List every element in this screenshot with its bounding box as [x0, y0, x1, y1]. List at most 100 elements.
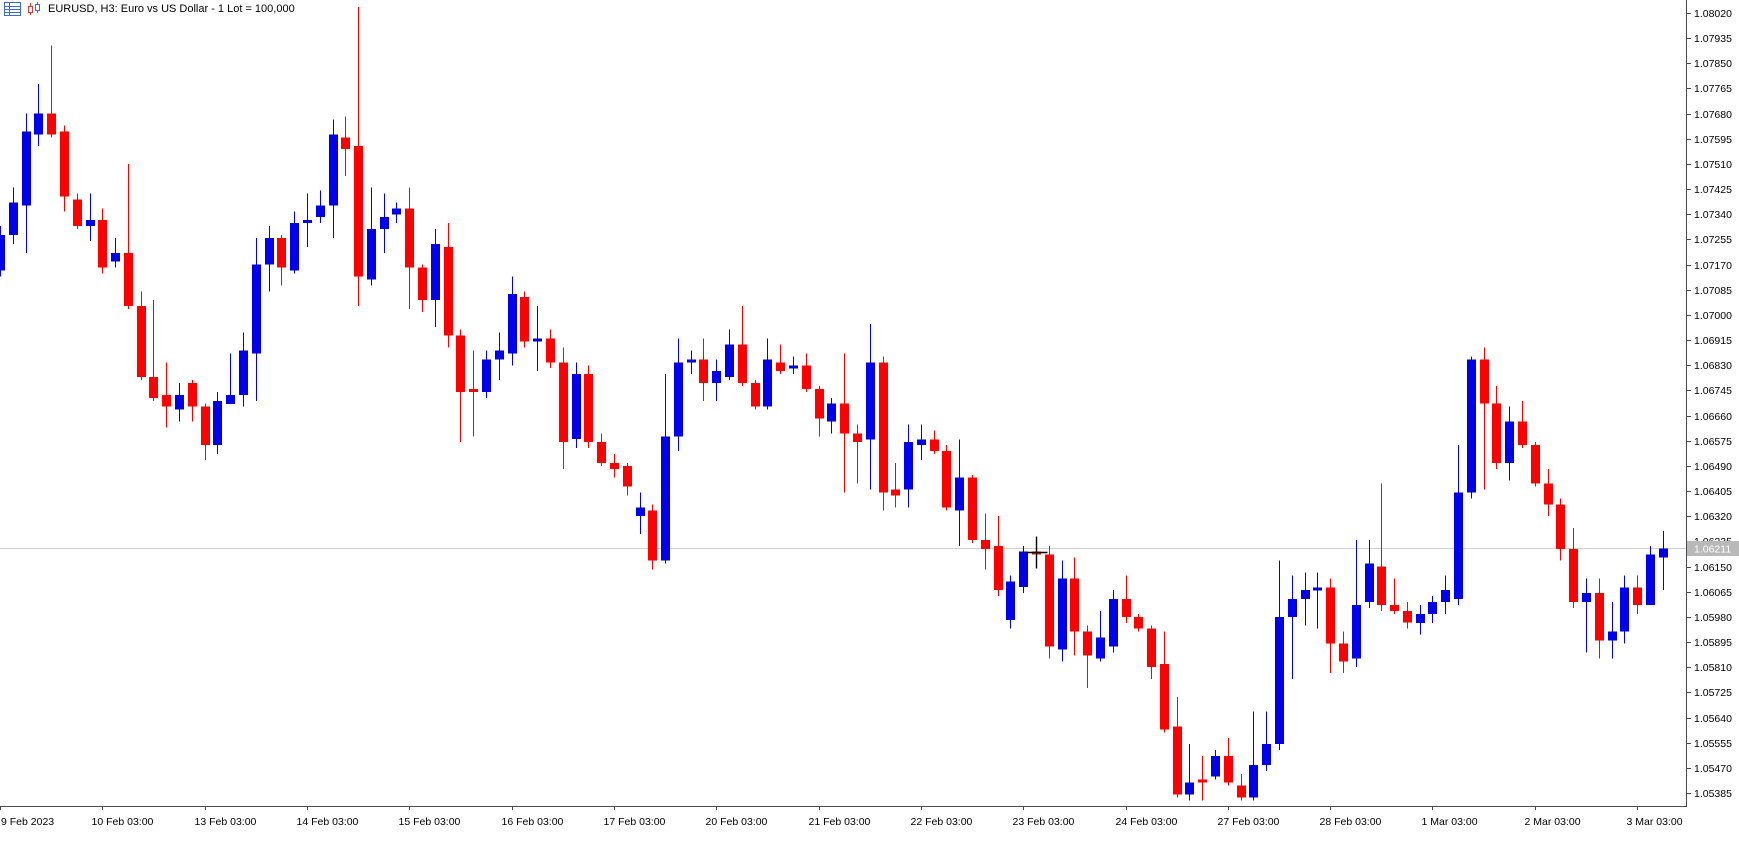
candle[interactable] — [1582, 578, 1591, 653]
candle[interactable] — [789, 356, 798, 375]
candle[interactable] — [699, 338, 708, 401]
candle[interactable] — [1006, 575, 1015, 629]
candle[interactable] — [1147, 625, 1156, 679]
candle[interactable] — [175, 383, 184, 422]
candle[interactable] — [815, 386, 824, 437]
candle[interactable] — [763, 338, 772, 410]
candle[interactable] — [725, 329, 734, 381]
candle[interactable] — [623, 462, 632, 496]
candle[interactable] — [1185, 744, 1194, 801]
candle[interactable] — [124, 164, 133, 309]
candle[interactable] — [840, 353, 849, 493]
candle[interactable] — [1173, 696, 1182, 798]
candle[interactable] — [1454, 445, 1463, 605]
candle[interactable] — [1160, 631, 1169, 733]
candle[interactable] — [1620, 575, 1629, 644]
candle[interactable] — [1288, 575, 1297, 679]
candle[interactable] — [904, 424, 913, 508]
candle[interactable] — [1249, 711, 1258, 801]
candle[interactable] — [1224, 738, 1233, 786]
candle[interactable] — [469, 350, 478, 437]
candle[interactable] — [1122, 575, 1131, 623]
candle[interactable] — [73, 193, 82, 230]
candle[interactable] — [1505, 406, 1514, 481]
candle[interactable] — [60, 125, 69, 212]
candle[interactable] — [1569, 528, 1578, 608]
candle[interactable] — [137, 291, 146, 381]
candle[interactable] — [354, 7, 363, 307]
candle[interactable] — [380, 193, 389, 253]
quotes-table-icon[interactable] — [4, 2, 21, 16]
candle[interactable] — [1544, 468, 1553, 517]
candle[interactable] — [162, 362, 171, 428]
candle[interactable] — [712, 359, 721, 401]
candle[interactable] — [968, 474, 977, 543]
candle[interactable] — [1428, 596, 1437, 623]
candle[interactable] — [431, 229, 440, 327]
candle[interactable] — [661, 374, 670, 564]
candle[interactable] — [1058, 560, 1067, 662]
candle[interactable] — [879, 356, 888, 511]
candle[interactable] — [1339, 631, 1348, 674]
candle[interactable] — [188, 380, 197, 422]
candle[interactable] — [303, 193, 312, 247]
candle[interactable] — [341, 116, 350, 176]
candle[interactable] — [597, 433, 606, 466]
candle[interactable] — [226, 353, 235, 404]
candle[interactable] — [418, 264, 427, 312]
candle[interactable] — [802, 353, 811, 392]
candle[interactable] — [9, 187, 18, 244]
candle[interactable] — [1198, 756, 1207, 801]
candle[interactable] — [1237, 773, 1246, 801]
candle[interactable] — [559, 347, 568, 469]
candle[interactable] — [329, 119, 338, 238]
candle[interactable] — [482, 350, 491, 398]
candle[interactable] — [636, 492, 645, 535]
candle[interactable] — [866, 323, 875, 490]
candle[interactable] — [1262, 711, 1271, 771]
candle[interactable] — [456, 329, 465, 443]
candle[interactable] — [955, 439, 964, 546]
candle[interactable] — [1070, 557, 1079, 656]
candle[interactable] — [1390, 578, 1399, 614]
candle[interactable] — [277, 235, 286, 286]
candle[interactable] — [1313, 572, 1322, 629]
candle[interactable] — [149, 300, 158, 401]
candle[interactable] — [1556, 498, 1565, 561]
candle[interactable] — [994, 516, 1003, 597]
candle[interactable] — [1441, 575, 1450, 614]
candle[interactable] — [1096, 610, 1105, 662]
candle[interactable] — [1352, 539, 1361, 668]
candle[interactable] — [738, 306, 747, 386]
candle[interactable] — [265, 226, 274, 292]
candle[interactable] — [86, 193, 95, 241]
candle[interactable] — [34, 84, 43, 147]
candle[interactable] — [1045, 545, 1054, 659]
candle[interactable] — [1326, 578, 1335, 674]
candle[interactable] — [891, 462, 900, 508]
candle[interactable] — [111, 238, 120, 268]
candle[interactable] — [1301, 572, 1310, 626]
candle[interactable] — [1518, 400, 1527, 449]
candle[interactable] — [687, 350, 696, 375]
candle[interactable] — [1480, 347, 1489, 490]
candle[interactable] — [1492, 386, 1501, 469]
candle[interactable] — [213, 391, 222, 455]
candle[interactable] — [1595, 578, 1604, 659]
candle[interactable] — [917, 424, 926, 461]
candle[interactable] — [853, 424, 862, 484]
candle[interactable] — [610, 454, 619, 478]
candle[interactable] — [1659, 531, 1668, 591]
candle[interactable] — [1416, 605, 1425, 635]
candle[interactable] — [508, 276, 517, 366]
candle[interactable] — [1083, 625, 1092, 688]
candle[interactable] — [98, 208, 107, 274]
candle[interactable] — [1019, 545, 1028, 594]
candle[interactable] — [0, 226, 5, 277]
candle[interactable] — [942, 445, 951, 511]
candle[interactable] — [572, 362, 581, 449]
candle[interactable] — [1633, 575, 1642, 614]
candle[interactable] — [290, 211, 299, 274]
candle[interactable] — [1467, 356, 1476, 499]
